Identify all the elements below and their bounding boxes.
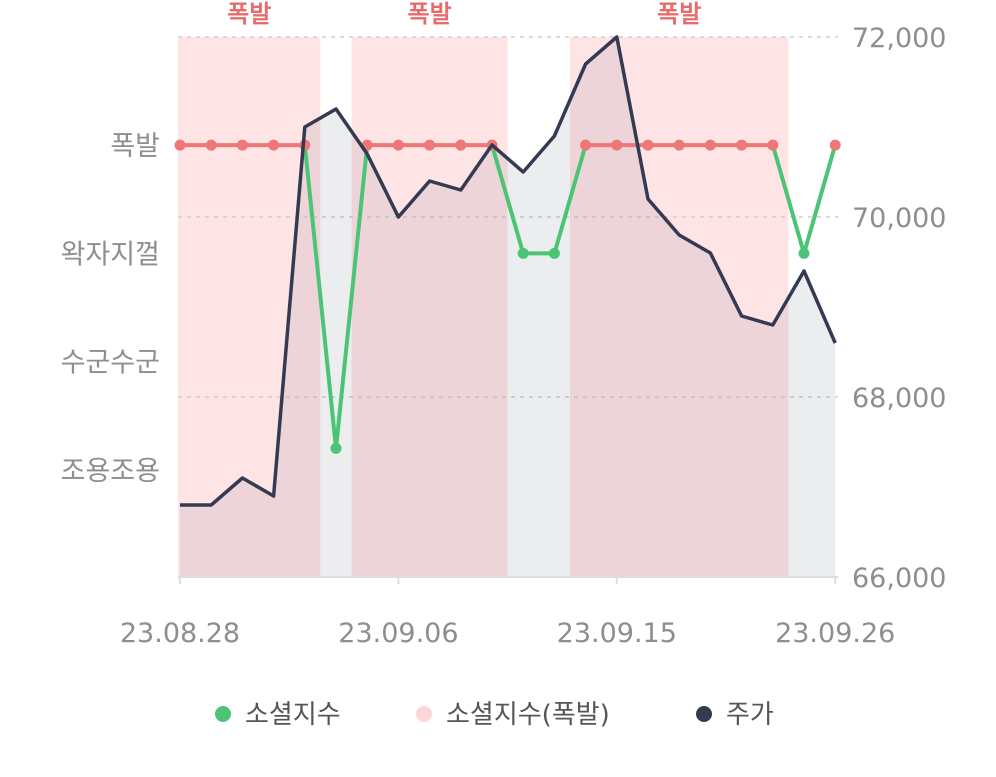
social-index-segment	[302, 143, 338, 451]
social-index-point	[205, 139, 217, 151]
legend: 소셜지수 소셜지수(폭발) 주가	[215, 700, 774, 730]
explosion-band-labels: 폭발 폭발 폭발	[227, 0, 701, 28]
social-index-point	[736, 139, 748, 151]
explosion-band	[570, 37, 789, 577]
legend-swatch	[696, 706, 712, 722]
price-area	[180, 37, 836, 577]
gridlines	[178, 36, 838, 398]
price-series	[180, 35, 837, 507]
legend-swatch	[416, 706, 432, 722]
social-index-point	[517, 247, 529, 259]
social-index-point	[704, 139, 716, 151]
band-label: 폭발	[408, 0, 452, 28]
legend-label: 소셜지수(폭발)	[446, 700, 610, 730]
normal-band	[788, 37, 838, 577]
social-index-point	[330, 442, 342, 454]
social-index-series	[174, 139, 841, 454]
social-index-point	[611, 139, 623, 151]
social-index-segment	[770, 143, 806, 256]
right-tick-label: 68,000	[852, 383, 946, 414]
left-level-label: 수군수군	[61, 348, 160, 379]
legend-swatch	[215, 706, 231, 722]
right-tick-label: 72,000	[852, 23, 946, 54]
social-index-point	[455, 139, 467, 151]
social-index-segment	[802, 143, 838, 256]
social-index-segment	[334, 143, 370, 451]
social-index-segment	[552, 143, 588, 256]
social-index-point	[236, 139, 248, 151]
price-area-group	[180, 37, 836, 577]
band-label: 폭발	[227, 0, 271, 28]
legend-label: 주가	[726, 700, 774, 730]
social-index-point	[642, 139, 654, 151]
explosion-band	[351, 37, 508, 577]
x-tick-label: 23.08.28	[120, 618, 240, 649]
left-level-label: 폭발	[110, 131, 160, 162]
social-index-point	[829, 139, 841, 151]
social-index-point	[174, 139, 186, 151]
social-index-point	[767, 139, 779, 151]
right-tick-label: 70,000	[852, 203, 946, 234]
social-index-point	[268, 139, 280, 151]
x-tick-label: 23.09.06	[338, 618, 458, 649]
social-index-point	[392, 139, 404, 151]
left-level-label: 조용조용	[61, 456, 160, 487]
social-index-point	[798, 247, 810, 259]
right-tick-label: 66,000	[852, 563, 946, 594]
right-axis-ticks: 66,000 68,000 70,000 72,000	[852, 23, 946, 594]
legend-label: 소셜지수	[245, 700, 341, 730]
price-line	[180, 35, 837, 507]
x-tick-label: 23.09.26	[775, 618, 895, 649]
axes	[178, 576, 838, 584]
social-index-point	[424, 139, 436, 151]
left-level-label: 왁자지껄	[61, 239, 160, 270]
social-index-segment	[490, 143, 526, 256]
explosion-band	[178, 37, 321, 577]
x-tick-label: 23.09.15	[557, 618, 677, 649]
social-index-point	[673, 139, 685, 151]
x-axis-ticks: 23.08.28 23.09.06 23.09.15 23.09.26	[120, 618, 895, 649]
social-index-point	[580, 139, 592, 151]
social-index-point	[548, 247, 560, 259]
left-axis-levels: 조용조용 수군수군 왁자지껄 폭발	[61, 131, 160, 487]
band-label: 폭발	[657, 0, 701, 28]
